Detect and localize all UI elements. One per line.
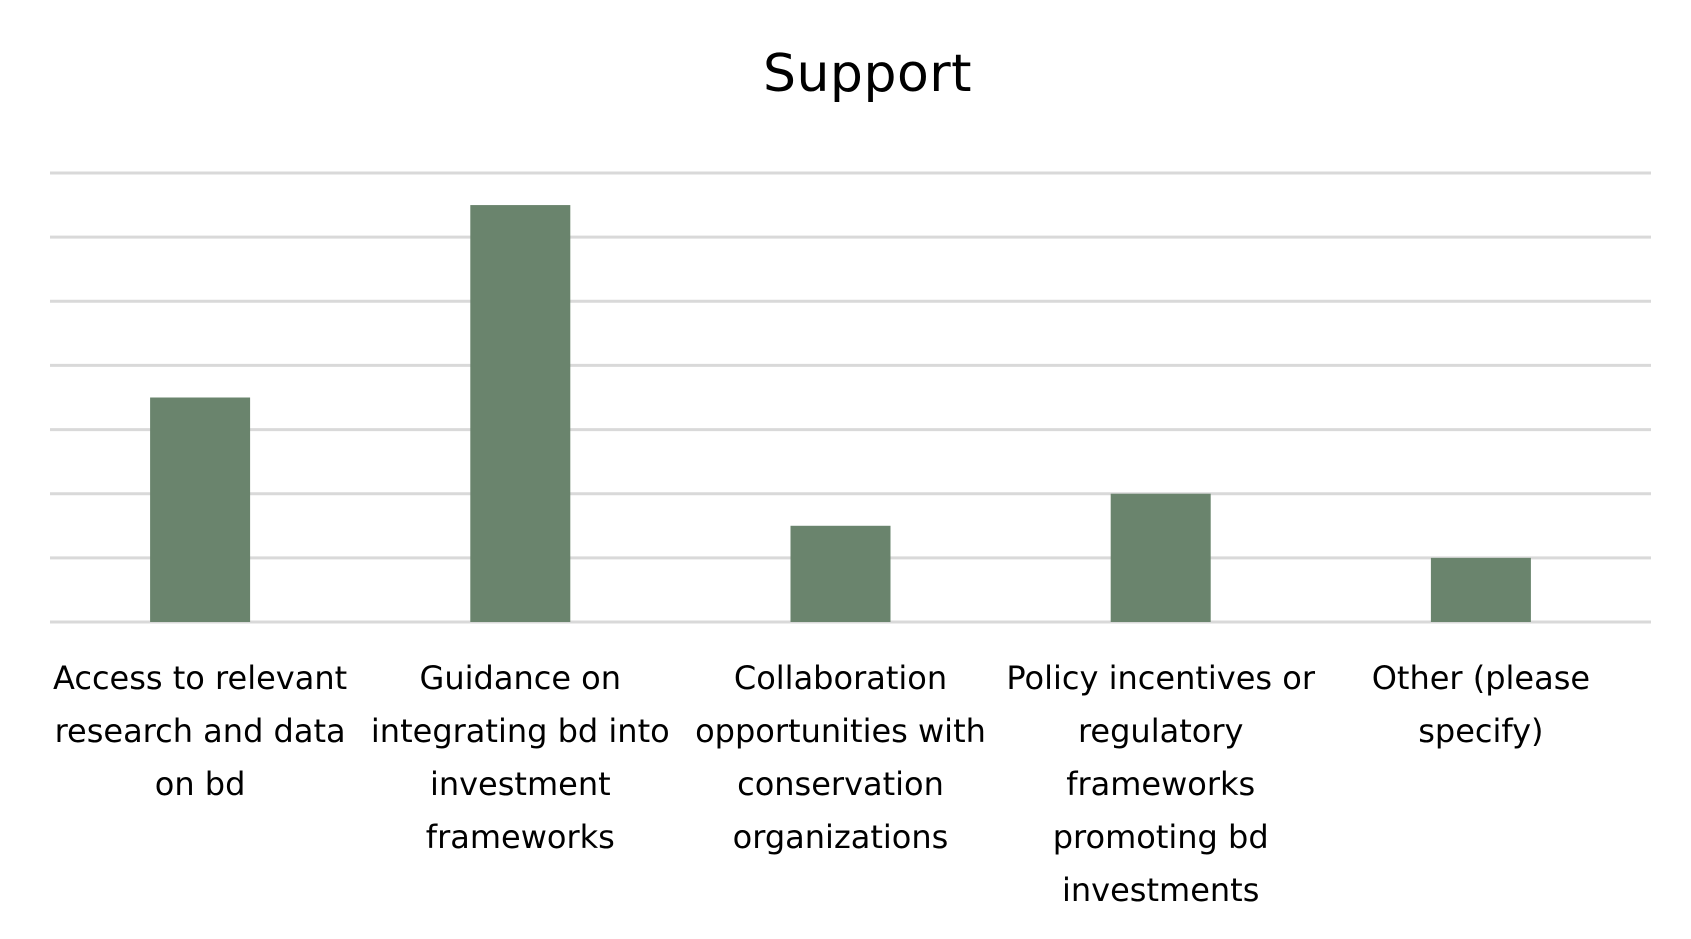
category-label: Collaboration opportunities with conserv… xyxy=(695,659,986,856)
chart-title: Support xyxy=(762,44,973,104)
bar xyxy=(470,205,571,623)
category-label: Other (please specify) xyxy=(1371,659,1591,750)
category-label: Policy incentives or regulatory framewor… xyxy=(1006,659,1315,909)
bars xyxy=(150,205,1531,623)
category-label: Access to relevant research and data on … xyxy=(53,659,348,803)
bar xyxy=(150,397,251,622)
bar xyxy=(1430,557,1531,622)
category-label: Guidance on integrating bd into investme… xyxy=(370,659,670,856)
bar xyxy=(790,525,891,622)
bar xyxy=(1110,493,1211,622)
